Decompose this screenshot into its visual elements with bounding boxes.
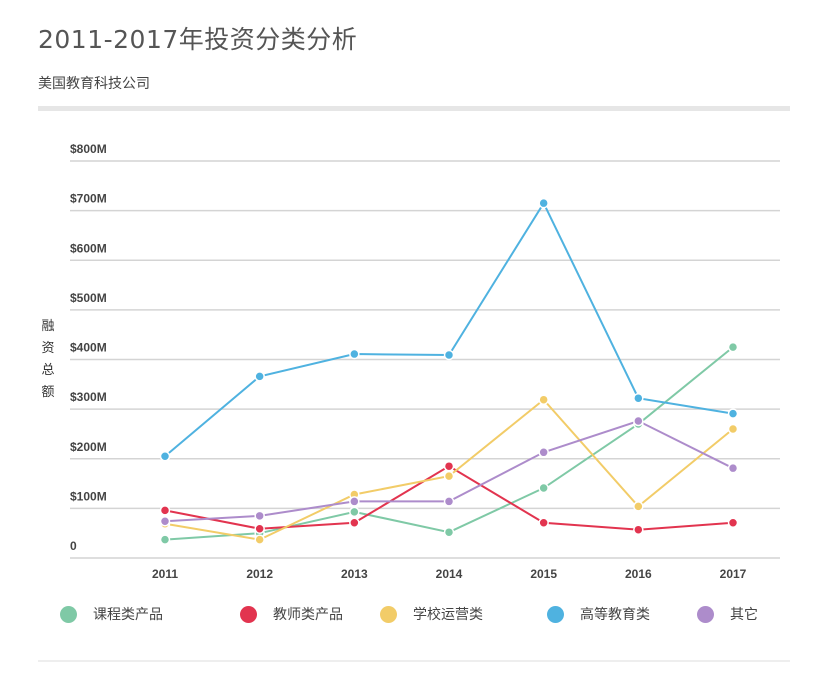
data-point (727, 423, 739, 435)
legend-marker-icon (697, 605, 714, 623)
legend-item[interactable]: 高等教育类 (547, 604, 650, 624)
y-tick-label: $200M (70, 440, 107, 454)
x-tick-label: 2017 (720, 567, 747, 581)
data-point (727, 517, 739, 529)
legend-label: 高等教育类 (580, 607, 650, 623)
x-tick-label: 2011 (152, 567, 178, 581)
data-point (349, 517, 360, 529)
y-tick-label: $400M (70, 341, 107, 355)
legend-marker-icon (380, 605, 397, 623)
legend: 课程类产品 教师类产品 学校运营类 高等教育类 其它 (0, 604, 823, 630)
data-point (159, 451, 171, 462)
data-point (633, 392, 644, 404)
legend-label: 课程类产品 (93, 607, 163, 623)
page-subtitle: 美国教育科技公司 (38, 76, 150, 92)
y-tick-label: $100M (70, 489, 107, 503)
legend-item[interactable]: 学校运营类 (380, 604, 483, 624)
data-point (538, 517, 549, 529)
y-tick-label: $500M (70, 291, 107, 305)
y-tick-label: $800M (70, 142, 107, 156)
x-tick-label: 2014 (436, 567, 463, 581)
data-point (349, 496, 360, 507)
line-chart: 0 $100M $200M $300M $400M $500M $600M $700M $800… (70, 142, 780, 581)
legend-marker-icon (60, 605, 77, 623)
y-tick-label: $700M (70, 192, 107, 206)
legend-item[interactable]: 教师类产品 (240, 604, 343, 624)
page-title: 2011-2017年投资分类分析 (38, 25, 358, 54)
data-point (349, 348, 360, 360)
legend-marker-icon (547, 605, 564, 623)
data-point (443, 496, 455, 507)
data-point (159, 516, 171, 527)
y-tick-label: $300M (70, 390, 107, 404)
legend-label: 教师类产品 (273, 607, 343, 623)
data-point (254, 523, 265, 534)
x-tick-label: 2013 (341, 567, 368, 581)
x-tick-label: 2012 (246, 567, 273, 581)
series-line-1 (164, 346, 734, 541)
y-axis-label: 融资总额 (41, 319, 55, 400)
data-point (443, 526, 455, 538)
data-point (159, 505, 171, 516)
data-point (443, 470, 455, 482)
data-point (727, 462, 739, 474)
data-point (443, 460, 455, 472)
y-tick-label: $600M (70, 241, 107, 255)
divider (38, 660, 790, 662)
legend-item[interactable]: 其它 (697, 604, 758, 624)
data-point (538, 394, 549, 405)
data-point (727, 341, 739, 353)
data-point (538, 482, 549, 494)
data-point (254, 510, 265, 522)
data-point (538, 447, 549, 458)
data-point (254, 371, 265, 382)
x-tick-label: 2016 (625, 567, 652, 581)
legend-item[interactable]: 课程类产品 (60, 604, 163, 624)
data-point (538, 197, 549, 209)
data-point (633, 415, 644, 427)
data-point (254, 534, 265, 545)
data-point (349, 506, 360, 518)
data-point (443, 349, 455, 361)
data-point (633, 501, 644, 512)
data-point (633, 524, 644, 535)
legend-label: 其它 (730, 607, 758, 623)
y-tick-label: 0 (70, 539, 77, 553)
divider (38, 106, 790, 111)
x-tick-label: 2015 (530, 567, 557, 581)
series-line-4 (164, 201, 734, 458)
data-point (727, 408, 739, 419)
data-point (159, 534, 171, 545)
legend-label: 学校运营类 (413, 607, 483, 623)
legend-marker-icon (240, 605, 257, 623)
